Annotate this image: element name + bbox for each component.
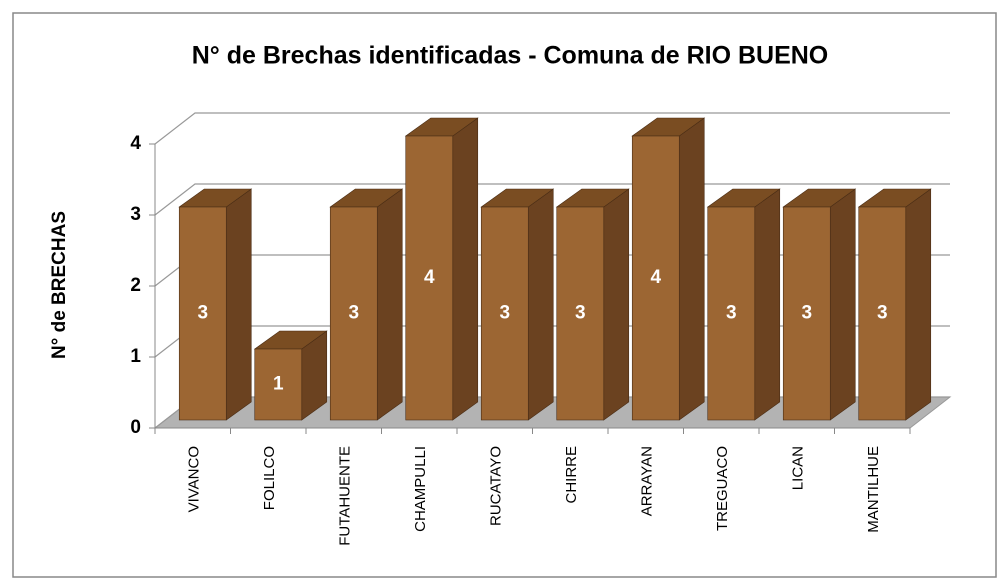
bar [631,117,706,421]
y-tick-label: 4 [130,133,141,154]
bar-front [782,206,831,421]
bar-front [858,206,907,421]
bar-side [603,188,630,421]
value-label: 3 [499,303,510,324]
value-label: 3 [348,303,359,324]
bar-front [329,206,378,421]
value-label: 3 [197,303,208,324]
bar [555,188,630,421]
bar-front [178,206,227,421]
x-tick-label: LICAN [790,446,807,490]
bar [857,188,932,421]
bar [404,117,479,421]
bar-front [707,206,756,421]
y-axis-label: N° de BRECHAS [49,211,70,359]
chart-title: N° de Brechas identificadas - Comuna de … [192,42,829,70]
bar-side [678,117,705,421]
value-label: 4 [650,267,661,288]
value-label: 1 [273,374,284,395]
value-label: 3 [801,303,812,324]
value-label: 3 [877,303,888,324]
value-label: 3 [726,303,737,324]
bar [178,188,253,421]
bar-side [225,188,252,421]
y-tick-label: 1 [130,346,141,367]
bar [253,330,328,421]
bar-front [556,206,605,421]
bar [706,188,781,421]
y-tick-label: 0 [130,417,141,438]
grid-line [154,112,950,145]
bar-side [452,117,479,421]
bar-front [480,206,529,421]
bar-side [754,188,781,421]
x-tick-label: RUCATAYO [488,446,505,526]
bar [782,188,857,421]
bar [480,188,555,421]
x-tick-label: MANTILHUE [865,446,882,533]
bar-front [631,135,680,421]
x-tick-label: FUTAHUENTE [337,446,354,546]
value-label: 3 [575,303,586,324]
bar-front [405,135,454,421]
bar-side [376,188,403,421]
y-tick-label: 2 [130,275,141,296]
bar [329,188,404,421]
x-tick-label: VIVANCO [186,446,203,512]
bar-side [905,188,932,421]
x-tick-label: ARRAYAN [639,446,656,516]
bar-side [527,188,554,421]
bar-front [254,348,303,421]
x-tick-label: FOLILCO [261,446,278,510]
value-label: 4 [424,267,435,288]
y-tick-label: 3 [130,204,141,225]
x-tick-label: CHIRRE [563,446,580,504]
bar-side [829,188,856,421]
x-tick-label: TREGUACO [714,446,731,531]
x-tick-label: CHAMPULLI [412,446,429,532]
